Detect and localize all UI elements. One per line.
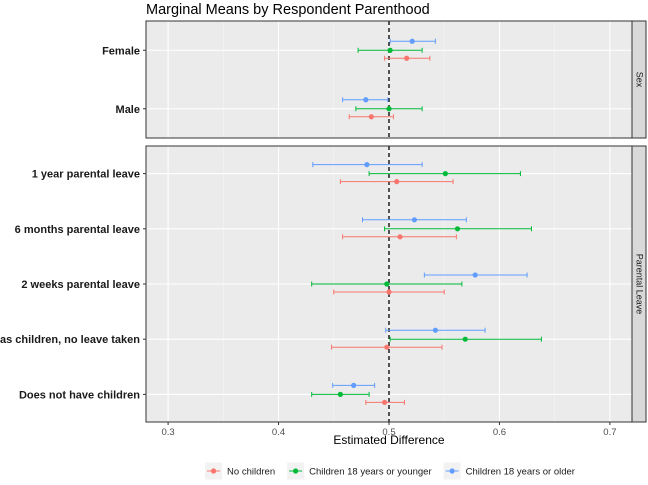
point-range-female-children-18-years-or-older (389, 38, 436, 44)
point-range-male-children-18-years-or-older (342, 97, 389, 103)
legend-item-no-children: No children (205, 462, 275, 480)
y-tick-label-does-not-have-children: Does not have children (19, 389, 140, 401)
point-range-1-year-parental-leave-no-children (339, 179, 454, 185)
legend-label: Children 18 years or older (466, 467, 575, 478)
y-tick-label-6-months-parental-leave: 6 months parental leave (15, 224, 140, 236)
point-range-6-months-parental-leave-no-children (342, 234, 457, 240)
y-tick-label-female: Female (102, 45, 140, 57)
estimate-point (411, 217, 418, 223)
y-tick-label-1-year-parental-leave: 1 year parental leave (32, 169, 140, 181)
estimate-point (351, 382, 357, 388)
y-tick-label-has-children-no-leave-taken: Has children, no leave taken (0, 334, 140, 346)
legend-key-point (293, 468, 299, 474)
estimate-point (387, 47, 393, 53)
facet-panel-parental-leave: 1 year parental leave 6 months parental l… (0, 145, 647, 423)
point-range-has-children-no-leave-taken-children-18-years-or-younger (389, 336, 542, 342)
estimate-point (381, 399, 388, 405)
estimate-point (394, 179, 400, 185)
x-tick-label: 0.3 (161, 427, 174, 438)
chart-title: Marginal Means by Respondent Parenthood (146, 2, 430, 18)
point-range-does-not-have-children-children-18-years-or-older (332, 382, 376, 388)
legend-item-children-18-years-or-younger: Children 18 years or younger (287, 462, 432, 480)
legend-key-point (210, 468, 217, 474)
panel-border (145, 20, 633, 139)
point-range-female-no-children (384, 55, 431, 61)
estimate-point (363, 97, 369, 103)
estimate-point (384, 344, 390, 350)
point-range-male-children-18-years-or-younger (355, 106, 423, 112)
x-tick-label: 0.4 (272, 427, 285, 438)
point-range-has-children-no-leave-taken-children-18-years-or-older (385, 327, 486, 333)
legend-key-point (449, 468, 455, 474)
x-axis-title: Estimated Difference (333, 433, 444, 447)
point-range-2-weeks-parental-leave-children-18-years-or-older (423, 272, 528, 278)
point-range-1-year-parental-leave-children-18-years-or-older (312, 162, 423, 168)
facet-panel-sex: Female Male Sex (102, 20, 647, 139)
estimate-point (472, 272, 478, 278)
x-tick-label: 0.6 (493, 427, 506, 438)
facet-strip-label: Parental Leave (635, 254, 645, 315)
x-axis: 0.3 0.4 0.5 0.6 0.7 (161, 422, 617, 438)
y-tick-label-male: Male (116, 104, 140, 116)
estimate-point (442, 171, 448, 177)
estimate-point (386, 289, 392, 295)
legend-label: No children (227, 467, 275, 478)
legend-item-children-18-years-or-older: Children 18 years or older (443, 462, 575, 480)
legend: No children Children 18 years or younger C… (205, 462, 575, 480)
estimate-point (384, 281, 390, 287)
estimate-point (386, 106, 392, 112)
facet-panels: Female Male Sex 1 year parental leave 6 mont… (0, 20, 647, 423)
point-range-male-no-children (348, 114, 394, 120)
y-tick-label-2-weeks-parental-leave: 2 weeks parental leave (21, 279, 140, 291)
point-range-1-year-parental-leave-children-18-years-or-younger (368, 171, 521, 177)
x-tick-label: 0.7 (603, 427, 616, 438)
point-range-2-weeks-parental-leave-no-children (333, 289, 445, 295)
x-tick-label: 0.5 (382, 427, 395, 438)
legend-label: Children 18 years or younger (309, 467, 432, 478)
point-range-female-children-18-years-or-younger (357, 47, 423, 53)
estimate-point (364, 162, 370, 168)
point-range-does-not-have-children-no-children (365, 399, 405, 405)
point-range-2-weeks-parental-leave-children-18-years-or-younger (311, 281, 463, 287)
estimate-point (454, 226, 461, 232)
estimate-point (404, 55, 410, 61)
point-range-6-months-parental-leave-children-18-years-or-younger (384, 226, 532, 232)
point-range-does-not-have-children-children-18-years-or-younger (311, 391, 370, 397)
facet-strip-label: Sex (635, 72, 645, 88)
point-range-6-months-parental-leave-children-18-years-or-older (361, 217, 467, 223)
estimate-point (409, 38, 415, 44)
estimate-point (397, 234, 403, 240)
point-range-has-children-no-leave-taken-no-children (331, 344, 443, 350)
estimate-point (337, 391, 343, 397)
estimate-point (368, 114, 374, 120)
estimate-point (432, 327, 438, 333)
estimate-point (462, 336, 468, 342)
